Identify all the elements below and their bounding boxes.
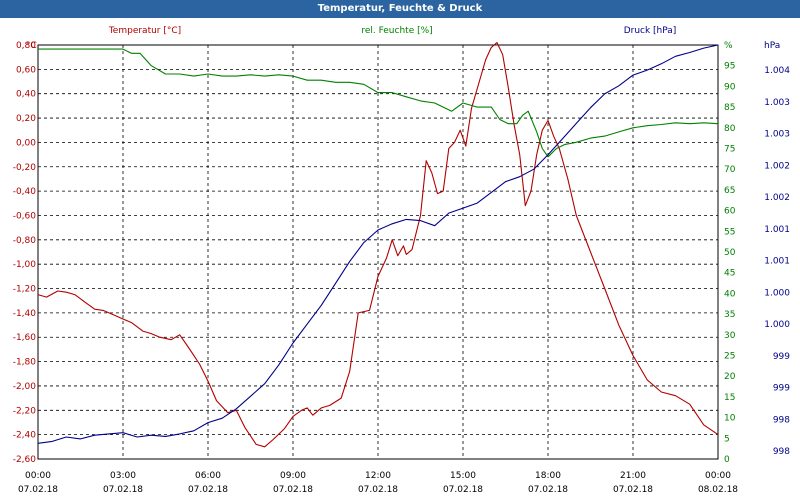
temperature-tick-label: 0,60 (16, 65, 36, 75)
pressure-tick-label: 1.001 (764, 225, 790, 235)
humidity-tick-label: 55 (724, 227, 735, 237)
x-tick-time: 00:00 (705, 471, 731, 481)
temperature-unit-label: °C (26, 41, 37, 51)
x-tick-date: 07.02.18 (18, 485, 58, 495)
humidity-tick-label: 0 (724, 455, 730, 465)
pressure-tick-label: 1.004 (764, 66, 790, 76)
chart-title: Temperatur, Feuchte & Druck (0, 0, 800, 18)
temperature-tick-label: -2,60 (13, 455, 37, 465)
pressure-tick-label: 1.002 (764, 193, 790, 203)
pressure-tick-label: 999 (773, 352, 790, 362)
x-tick-date: 07.02.18 (528, 485, 568, 495)
humidity-tick-label: 75 (724, 145, 735, 155)
pressure-unit-label: hPa (764, 41, 780, 51)
x-tick-time: 03:00 (110, 471, 136, 481)
x-tick-time: 15:00 (450, 471, 476, 481)
temperature-tick-label: -2,20 (13, 406, 37, 416)
pressure-tick-label: 1.000 (764, 320, 790, 330)
humidity-tick-label: 45 (724, 269, 735, 279)
humidity-unit-label: % (724, 41, 733, 51)
pressure-tick-label: 1.003 (764, 130, 790, 140)
x-tick-date: 07.02.18 (358, 485, 398, 495)
humidity-tick-label: 95 (724, 62, 735, 72)
temperature-tick-label: 0,40 (16, 90, 36, 100)
temperature-tick-label: -1,40 (13, 309, 37, 319)
humidity-tick-label: 80 (724, 124, 736, 134)
temperature-tick-label: -0,60 (13, 211, 37, 221)
humidity-tick-label: 90 (724, 82, 736, 92)
x-tick-date: 07.02.18 (443, 485, 483, 495)
humidity-tick-label: 15 (724, 393, 735, 403)
humidity-tick-label: 10 (724, 414, 736, 424)
x-tick-time: 00:00 (25, 471, 51, 481)
x-tick-date: 07.02.18 (103, 485, 143, 495)
series-line-temperature (37, 42, 719, 448)
series-line-humidity (38, 48, 719, 158)
temperature-tick-label: -1,60 (13, 333, 37, 343)
humidity-tick-label: 85 (724, 103, 735, 113)
x-tick-date: 08.02.18 (698, 485, 738, 495)
pressure-tick-label: 1.000 (764, 288, 790, 298)
humidity-tick-label: 60 (724, 207, 736, 217)
humidity-tick-label: 40 (724, 289, 736, 299)
humidity-tick-label: 20 (724, 372, 736, 382)
x-tick-date: 07.02.18 (273, 485, 313, 495)
x-tick-time: 06:00 (195, 471, 221, 481)
temperature-tick-label: 0,20 (16, 114, 36, 124)
humidity-tick-label: 50 (724, 248, 736, 258)
temperature-tick-label: -0,80 (13, 236, 37, 246)
pressure-tick-label: 1.003 (764, 98, 790, 108)
pressure-tick-label: 999 (773, 384, 790, 394)
x-tick-time: 12:00 (365, 471, 391, 481)
humidity-tick-label: 30 (724, 331, 736, 341)
series-line-pressure (37, 44, 719, 444)
pressure-tick-label: 998 (773, 415, 790, 425)
humidity-tick-label: 70 (724, 165, 736, 175)
pressure-tick-label: 998 (773, 447, 790, 457)
temperature-tick-label: -0,40 (13, 187, 37, 197)
temperature-axis-label: Temperatur [°C] (108, 26, 181, 36)
humidity-tick-label: 5 (724, 434, 730, 444)
humidity-tick-label: 65 (724, 186, 735, 196)
temperature-tick-label: 0,00 (16, 138, 36, 148)
x-tick-date: 07.02.18 (188, 485, 228, 495)
x-tick-time: 09:00 (280, 471, 306, 481)
temperature-tick-label: -2,00 (13, 382, 37, 392)
x-tick-time: 18:00 (535, 471, 561, 481)
pressure-axis-label: Druck [hPa] (624, 26, 677, 36)
temperature-tick-label: -1,00 (13, 260, 37, 270)
x-tick-date: 07.02.18 (613, 485, 653, 495)
humidity-tick-label: 25 (724, 352, 735, 362)
pressure-tick-label: 1.002 (764, 161, 790, 171)
temperature-tick-label: -0,20 (13, 163, 37, 173)
pressure-tick-label: 1.001 (764, 257, 790, 267)
humidity-tick-label: 35 (724, 310, 735, 320)
temperature-tick-label: -2,40 (13, 431, 37, 441)
temperature-tick-label: -1,20 (13, 285, 37, 295)
x-tick-time: 21:00 (620, 471, 646, 481)
temperature-tick-label: 0,80 (16, 41, 36, 51)
humidity-axis-label: rel. Feuchte [%] (361, 26, 432, 36)
temperature-tick-label: -1,80 (13, 358, 37, 368)
